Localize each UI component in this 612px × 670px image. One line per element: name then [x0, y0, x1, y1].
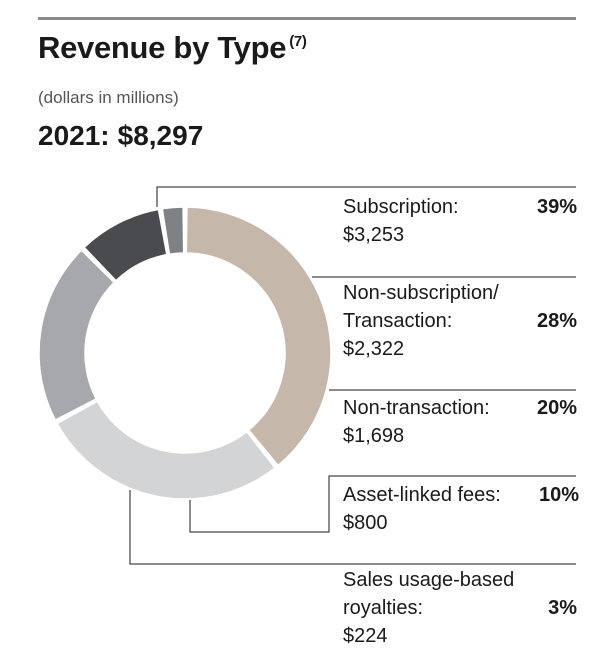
slice-2 [38, 249, 116, 422]
label-subscription: Subscription: 39% $3,253 [343, 193, 577, 249]
leader-line-3 [189, 475, 576, 533]
label-percent: 20% [536, 397, 577, 419]
title-text: Revenue by Type [38, 30, 287, 65]
label-non-subscription-transaction: Non-subscription/ Transaction: 28% $2,322 [343, 279, 577, 363]
label-name: Sales usage-based [343, 569, 515, 591]
label-value: $3,253 [343, 224, 405, 246]
total-revenue: 2021: $8,297 [38, 120, 203, 152]
label-name: Subscription: [343, 196, 459, 218]
donut-slices [38, 206, 332, 500]
total-value: $8,297 [117, 120, 204, 151]
label-value: $1,698 [343, 425, 405, 447]
label-name: royalties: [343, 597, 424, 619]
label-name: Asset-linked fees: [343, 484, 501, 506]
label-name: Transaction: [343, 310, 453, 332]
chart-title: Revenue by Type (7) [38, 30, 307, 66]
label-value: $224 [343, 625, 388, 647]
label-name: Non-transaction: [343, 397, 490, 419]
label-percent: 39% [536, 196, 577, 218]
label-percent: 3% [548, 597, 577, 619]
leader-line-0 [156, 186, 576, 207]
total-year: 2021: [38, 120, 110, 151]
top-rule [38, 17, 576, 20]
title-footnote: (7) [289, 33, 307, 50]
leader-lines [129, 186, 576, 565]
label-name: Non-subscription/ [343, 282, 499, 304]
label-value: $2,322 [343, 338, 405, 360]
label-non-transaction: Non-transaction: 20% $1,698 [343, 394, 577, 450]
label-value: $800 [343, 512, 388, 534]
leader-line-4 [129, 490, 576, 565]
slice-3 [83, 208, 168, 282]
label-percent: 10% [538, 484, 579, 506]
label-percent: 28% [536, 310, 577, 332]
label-sales-usage-based-royalties: Sales usage-based royalties: 3% $224 [343, 566, 577, 650]
chart-subtitle: (dollars in millions) [38, 88, 179, 107]
slice-1 [56, 400, 277, 500]
slice-0 [185, 206, 332, 467]
slice-4 [161, 206, 185, 256]
label-asset-linked-fees: Asset-linked fees: 10% $800 [343, 481, 579, 537]
